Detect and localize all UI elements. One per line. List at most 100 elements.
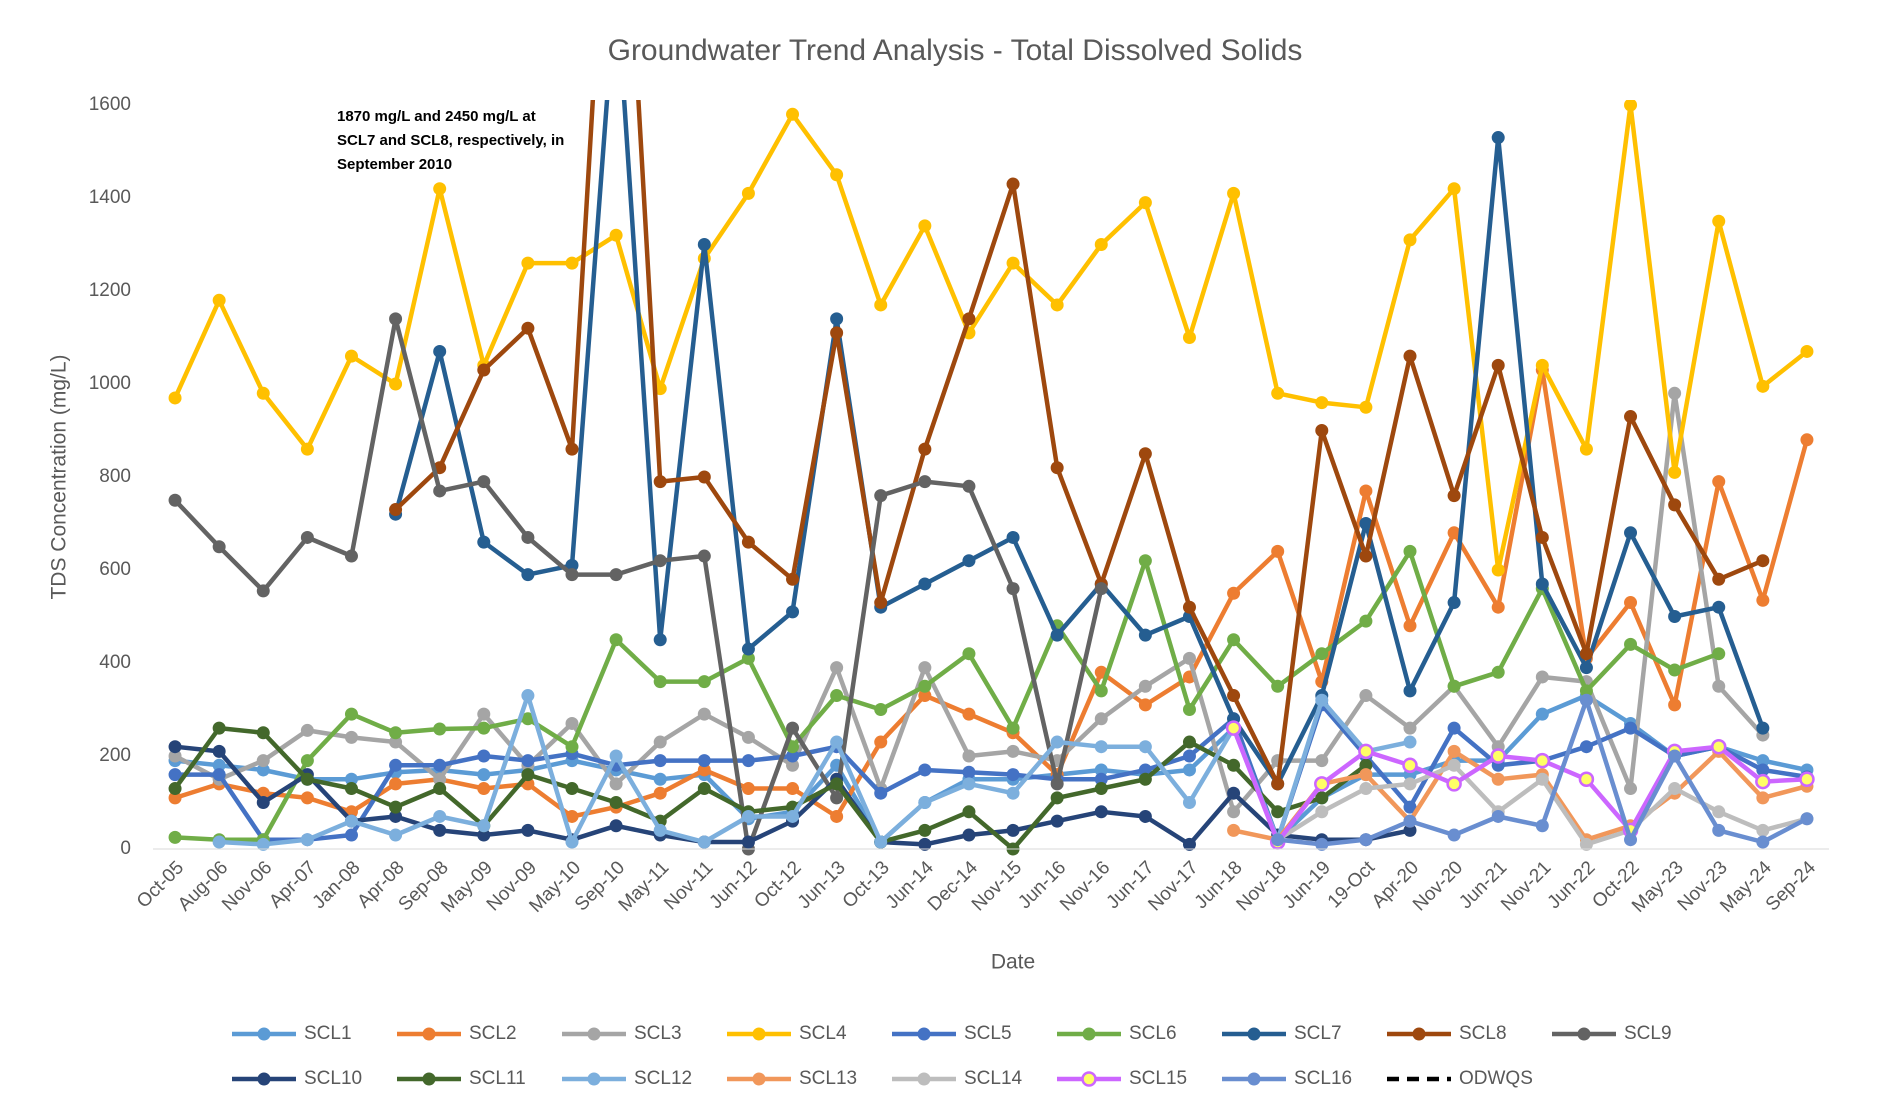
data-point xyxy=(1227,758,1241,772)
data-point xyxy=(212,835,226,849)
data-point xyxy=(477,768,491,782)
data-point xyxy=(1050,814,1064,828)
data-point xyxy=(962,805,976,819)
data-point xyxy=(521,712,535,726)
data-point xyxy=(1447,679,1461,693)
data-point xyxy=(1624,637,1638,651)
data-point xyxy=(1182,600,1196,614)
data-point xyxy=(212,293,226,307)
data-point xyxy=(565,809,579,823)
data-point xyxy=(1712,679,1726,693)
data-point xyxy=(609,796,623,809)
data-point xyxy=(609,568,623,582)
data-point xyxy=(962,554,976,568)
data-point xyxy=(1225,720,1242,736)
data-point xyxy=(1271,833,1285,847)
data-point xyxy=(168,493,182,507)
data-point xyxy=(1624,596,1638,610)
data-point xyxy=(1756,791,1770,805)
data-point xyxy=(1712,805,1726,819)
legend-label: SCL15 xyxy=(1129,1068,1187,1089)
data-point xyxy=(786,782,800,796)
data-point xyxy=(1138,554,1152,568)
data-point xyxy=(1138,763,1152,777)
data-point xyxy=(1447,758,1461,772)
data-point xyxy=(1006,177,1020,191)
data-point xyxy=(1712,823,1726,837)
data-point xyxy=(300,754,314,768)
data-point xyxy=(1491,600,1505,614)
data-point xyxy=(1315,396,1329,410)
data-point xyxy=(1315,693,1329,707)
data-point xyxy=(1403,823,1417,837)
plot-area xyxy=(168,100,1815,856)
data-point xyxy=(1756,554,1770,568)
data-point xyxy=(741,809,755,823)
data-point xyxy=(609,228,623,242)
legend-label: SCL2 xyxy=(469,1023,517,1044)
data-point xyxy=(1182,703,1196,716)
data-point xyxy=(1535,577,1549,591)
data-point xyxy=(830,809,844,823)
data-point xyxy=(565,716,579,730)
data-point xyxy=(1447,596,1461,610)
data-point xyxy=(565,442,579,456)
legend-label: SCL8 xyxy=(1459,1023,1507,1044)
data-point xyxy=(1756,593,1770,607)
data-point xyxy=(1359,768,1373,782)
chart-title: Groundwater Trend Analysis - Total Disso… xyxy=(608,34,1303,67)
data-point xyxy=(433,823,447,837)
data-point xyxy=(1315,424,1329,437)
data-point xyxy=(1491,809,1505,823)
data-point xyxy=(918,823,932,837)
data-point xyxy=(741,186,755,200)
data-point xyxy=(168,740,182,754)
data-point xyxy=(1359,758,1373,772)
data-point xyxy=(1668,498,1682,512)
data-point xyxy=(1403,721,1417,735)
data-point xyxy=(1668,610,1682,623)
data-point xyxy=(1490,748,1506,764)
legend-marker xyxy=(1081,1071,1097,1087)
legend-marker xyxy=(257,1072,271,1086)
y-tick-label: 1400 xyxy=(89,187,131,208)
data-point xyxy=(1050,628,1064,642)
data-point xyxy=(1491,665,1505,679)
data-point xyxy=(786,605,800,619)
data-point xyxy=(653,772,667,786)
legend-marker xyxy=(422,1027,436,1041)
data-point xyxy=(1227,786,1241,800)
legend-marker xyxy=(587,1072,601,1086)
data-point xyxy=(256,754,270,768)
data-point xyxy=(1534,752,1551,769)
data-point xyxy=(477,707,491,721)
data-point xyxy=(1138,698,1152,712)
data-point xyxy=(1182,796,1196,809)
data-point xyxy=(741,535,755,549)
data-point xyxy=(1491,358,1505,372)
data-point xyxy=(433,782,447,796)
data-point xyxy=(874,298,888,312)
data-point xyxy=(477,535,491,549)
y-tick-label: 0 xyxy=(120,838,131,859)
data-point xyxy=(1315,647,1329,661)
data-point xyxy=(918,661,932,675)
legend-marker xyxy=(587,1027,601,1041)
data-point xyxy=(212,768,226,782)
data-point xyxy=(874,835,888,849)
data-point xyxy=(786,107,800,121)
data-point xyxy=(1712,214,1726,228)
data-point xyxy=(1403,619,1417,633)
data-point xyxy=(565,740,579,754)
data-point xyxy=(1447,526,1461,540)
data-point xyxy=(1359,517,1373,530)
legend-marker xyxy=(1247,1027,1261,1041)
data-point xyxy=(389,726,403,740)
data-point xyxy=(389,828,403,842)
data-point xyxy=(1579,684,1593,698)
data-point xyxy=(1006,786,1020,800)
data-point xyxy=(212,721,226,735)
data-point xyxy=(741,642,755,656)
data-point xyxy=(1800,812,1814,826)
legend-marker xyxy=(257,1027,271,1041)
